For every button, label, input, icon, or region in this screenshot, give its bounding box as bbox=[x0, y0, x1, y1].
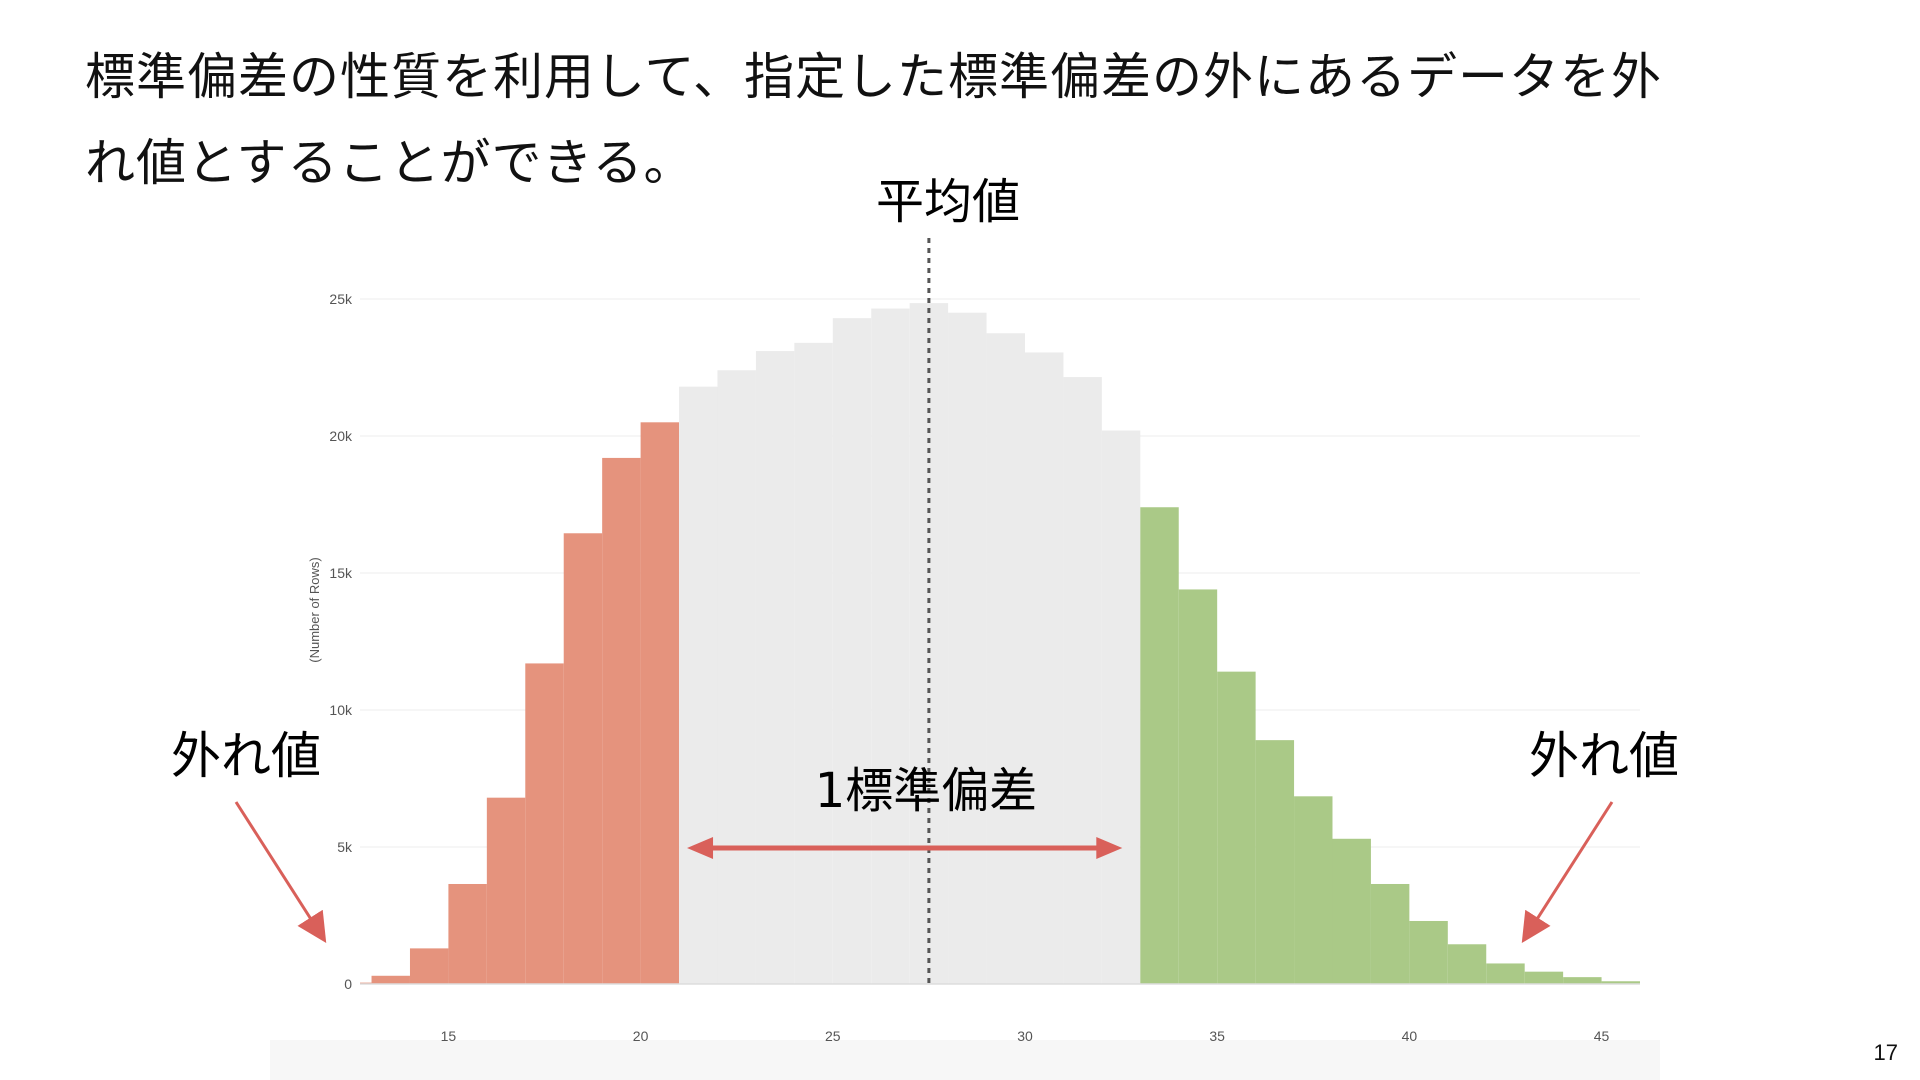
histogram-bar-high bbox=[1217, 671, 1256, 984]
histogram-bar-high bbox=[1563, 977, 1602, 984]
histogram-bar-high bbox=[1447, 944, 1487, 984]
histogram-bar-low bbox=[640, 422, 680, 984]
histogram-bar-mid bbox=[679, 386, 718, 984]
one-sd-label: 1標準偏差 bbox=[815, 763, 1038, 819]
y-tick-label: 20k bbox=[329, 428, 353, 444]
y-tick-label: 25k bbox=[329, 291, 353, 307]
histogram-bar-mid bbox=[986, 333, 1025, 984]
x-tick-label: 20 bbox=[633, 1028, 649, 1044]
histogram-bar-high bbox=[1178, 589, 1218, 984]
page-number: 17 bbox=[1873, 1040, 1898, 1065]
outlier-right-label: 外れ値 bbox=[1529, 727, 1679, 785]
outlier-right-arrow bbox=[1521, 801, 1614, 944]
histogram-bar-high bbox=[1486, 963, 1525, 984]
x-tick-label: 15 bbox=[441, 1028, 457, 1044]
headline-line-1: 標準偏差の性質を利用して、指定した標準偏差の外にあるデータを外 bbox=[85, 48, 1662, 106]
histogram-bar-high bbox=[1255, 740, 1295, 984]
histogram-bar-low bbox=[409, 948, 449, 984]
histogram-bar-high bbox=[1332, 838, 1371, 984]
x-tick-label: 35 bbox=[1209, 1028, 1225, 1044]
histogram-bar-low bbox=[602, 457, 641, 984]
histogram-bar-mid bbox=[871, 308, 910, 985]
histogram-bar-mid bbox=[1024, 352, 1064, 984]
histogram-bar-low bbox=[563, 533, 603, 984]
histogram-bar-mid bbox=[755, 351, 795, 984]
histogram-bar-high bbox=[1140, 507, 1179, 984]
y-tick-label: 5k bbox=[337, 839, 353, 855]
histogram-bar-mid bbox=[832, 318, 872, 984]
histogram-bar-low bbox=[525, 663, 564, 984]
histogram-bar-high bbox=[1409, 920, 1448, 984]
histogram-bar-mid bbox=[794, 342, 833, 985]
outlier-left-arrow bbox=[234, 801, 327, 944]
x-tick-label: 40 bbox=[1402, 1028, 1418, 1044]
histogram-bar-mid bbox=[717, 370, 756, 984]
one-sd-arrowhead-right bbox=[1096, 837, 1123, 859]
histogram-bar-low bbox=[371, 975, 410, 984]
slide-headline: 標準偏差の性質を利用して、指定した標準偏差の外にあるデータを外 れ値とすることが… bbox=[85, 34, 1765, 206]
y-tick-label: 0 bbox=[344, 976, 352, 992]
x-tick-label: 30 bbox=[1017, 1028, 1033, 1044]
histogram-bar-high bbox=[1370, 883, 1410, 984]
histogram-bar-mid bbox=[948, 312, 987, 984]
y-axis-label: (Number of Rows) bbox=[307, 557, 322, 662]
y-tick-label: 15k bbox=[329, 565, 353, 581]
histogram-bars bbox=[360, 303, 1640, 985]
headline-line-2: れ値とすることができる。 bbox=[85, 134, 695, 192]
histogram-bar-high bbox=[1601, 981, 1640, 984]
x-tick-label: 25 bbox=[825, 1028, 841, 1044]
mean-label: 平均値 bbox=[876, 174, 1020, 230]
histogram-bar-high bbox=[1524, 971, 1564, 984]
y-tick-label: 10k bbox=[329, 702, 353, 718]
histogram-bar-mid bbox=[1063, 377, 1102, 985]
outlier-left-label: 外れ値 bbox=[171, 727, 321, 785]
axes: 0 5k 10k 15k 20k 25k 15 20 25 30 35 40 45 bbox=[329, 291, 1640, 1044]
histogram-bar-mid bbox=[1101, 430, 1141, 984]
histogram-bar-low bbox=[448, 883, 487, 984]
x-tick-label: 45 bbox=[1594, 1028, 1610, 1044]
one-sd-arrowhead-left bbox=[687, 837, 714, 859]
histogram-bar-low bbox=[486, 797, 526, 984]
histogram-bar-high bbox=[1294, 796, 1333, 984]
footer-strip bbox=[270, 1040, 1660, 1080]
